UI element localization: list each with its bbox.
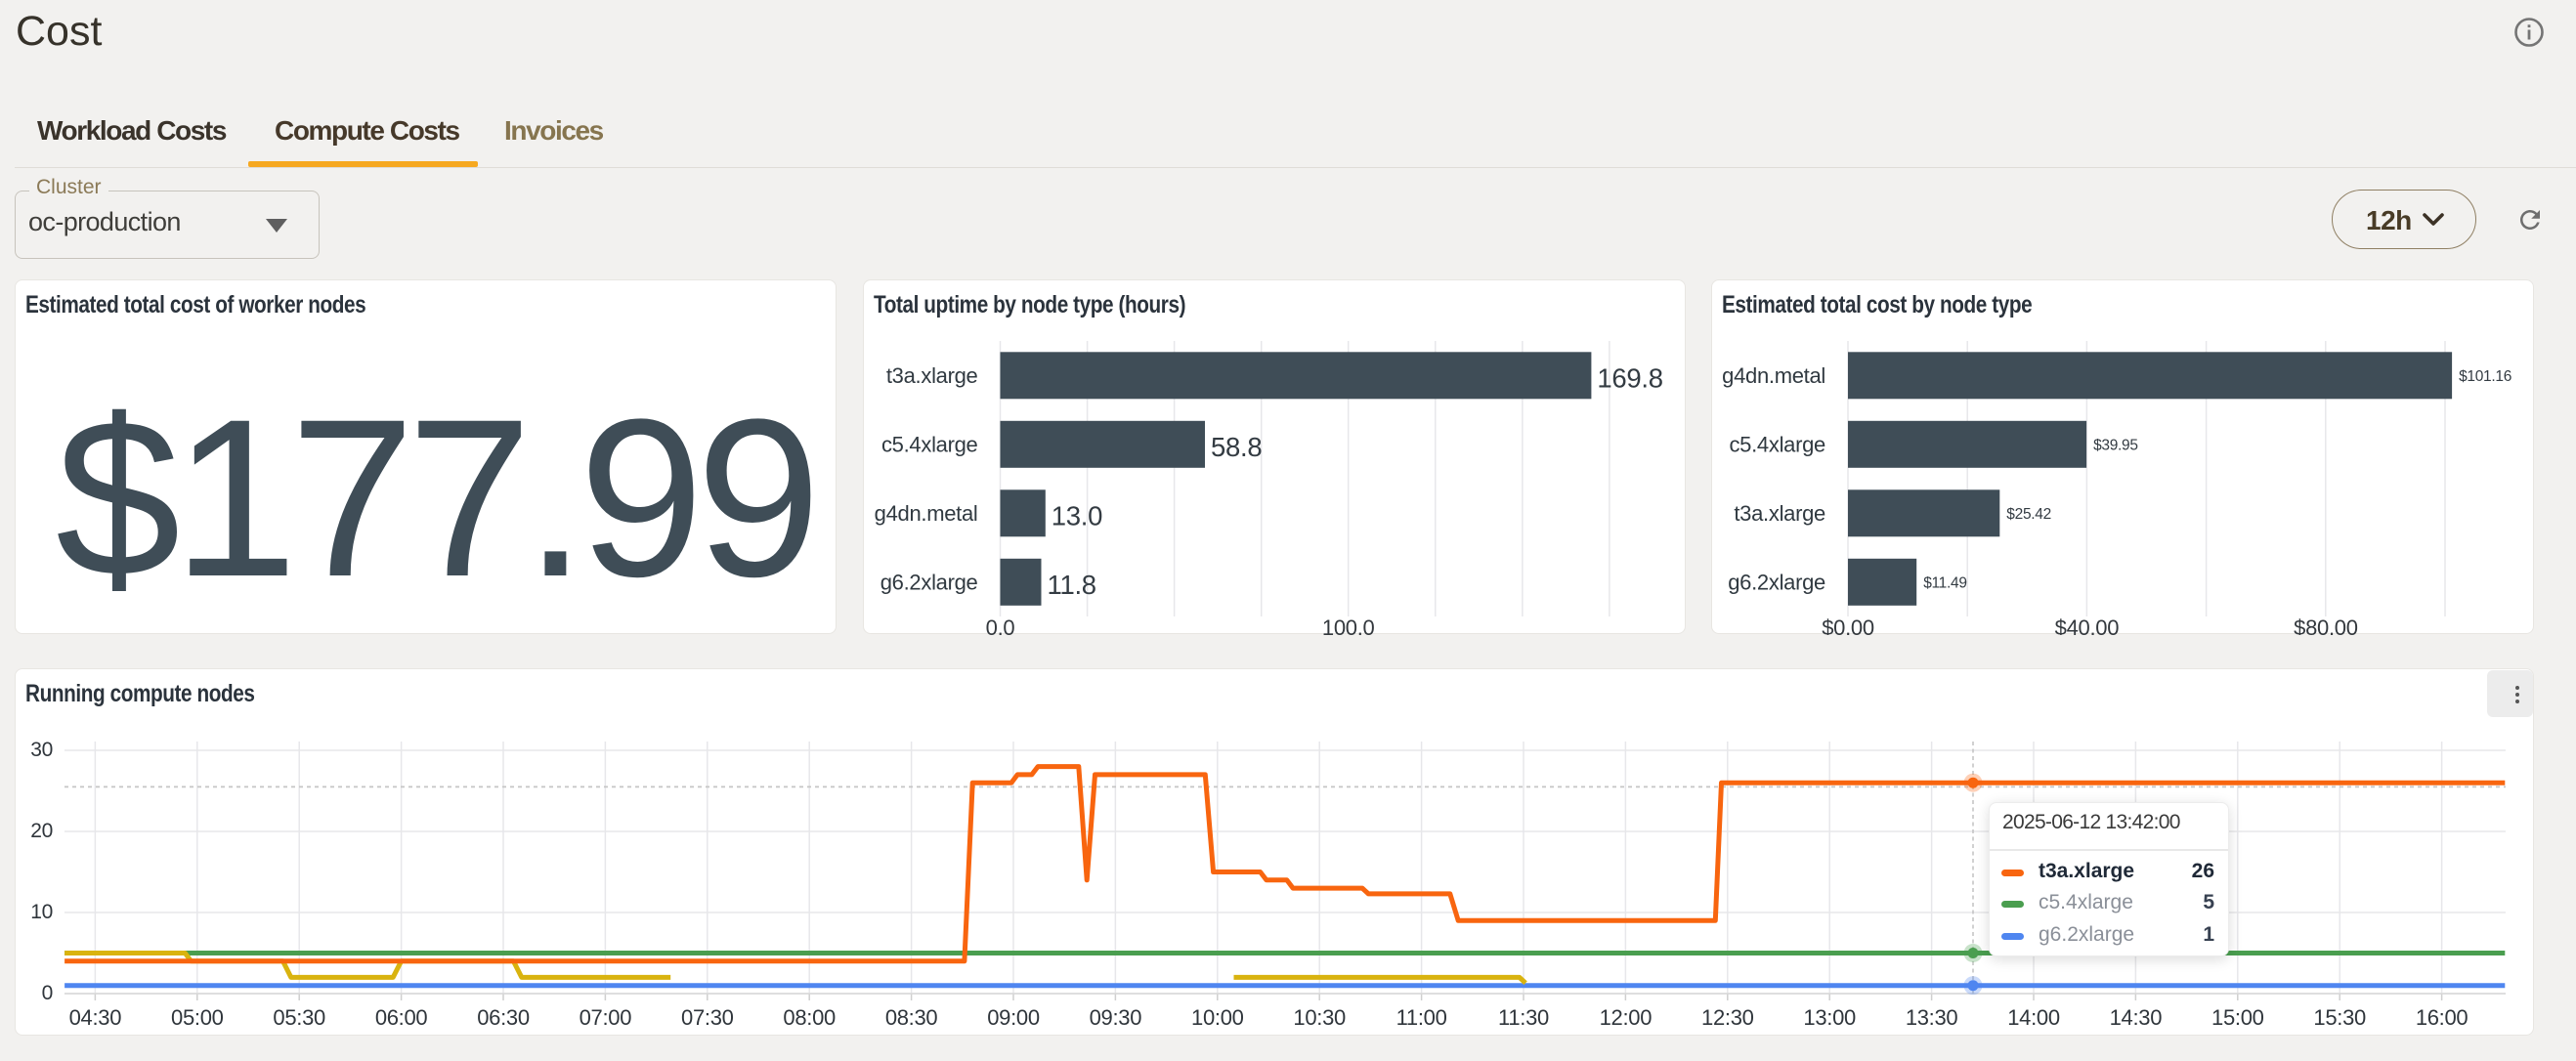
svg-text:08:30: 08:30 xyxy=(885,1005,938,1030)
svg-text:g4dn.metal: g4dn.metal xyxy=(875,501,978,526)
svg-text:30: 30 xyxy=(30,739,53,761)
svg-text:08:00: 08:00 xyxy=(783,1005,836,1030)
svg-text:12:00: 12:00 xyxy=(1600,1005,1653,1030)
svg-text:09:00: 09:00 xyxy=(987,1005,1040,1030)
svg-text:c5.4xlarge: c5.4xlarge xyxy=(881,432,978,456)
svg-text:$39.95: $39.95 xyxy=(2093,438,2138,454)
svg-text:11:00: 11:00 xyxy=(1396,1005,1447,1030)
svg-text:g6.2xlarge: g6.2xlarge xyxy=(880,570,978,594)
svg-text:10:00: 10:00 xyxy=(1191,1005,1244,1030)
svg-text:t3a.xlarge: t3a.xlarge xyxy=(886,363,978,388)
svg-text:15:00: 15:00 xyxy=(2211,1005,2264,1030)
svg-text:$101.16: $101.16 xyxy=(2459,368,2512,385)
svg-text:05:30: 05:30 xyxy=(273,1005,325,1030)
svg-text:$25.42: $25.42 xyxy=(2006,506,2051,523)
svg-text:c5.4xlarge: c5.4xlarge xyxy=(1729,432,1825,456)
svg-text:0: 0 xyxy=(42,982,53,1004)
svg-text:11.8: 11.8 xyxy=(1048,570,1096,600)
svg-text:$0.00: $0.00 xyxy=(1822,615,1874,635)
svg-text:10:30: 10:30 xyxy=(1293,1005,1346,1030)
svg-text:11:30: 11:30 xyxy=(1498,1005,1549,1030)
svg-text:$80.00: $80.00 xyxy=(2294,615,2358,635)
svg-text:09:30: 09:30 xyxy=(1090,1005,1142,1030)
svg-text:13:30: 13:30 xyxy=(1906,1005,1958,1030)
svg-text:12:30: 12:30 xyxy=(1701,1005,1754,1030)
svg-text:100.0: 100.0 xyxy=(1322,615,1375,635)
svg-text:58.8: 58.8 xyxy=(1211,432,1262,462)
svg-text:13.0: 13.0 xyxy=(1052,500,1102,530)
svg-text:20: 20 xyxy=(30,820,53,842)
svg-text:16:00: 16:00 xyxy=(2416,1005,2469,1030)
svg-text:07:30: 07:30 xyxy=(681,1005,734,1030)
svg-text:$11.49: $11.49 xyxy=(1923,575,1966,592)
svg-text:07:00: 07:00 xyxy=(580,1005,632,1030)
svg-text:05:00: 05:00 xyxy=(171,1005,224,1030)
svg-text:0.0: 0.0 xyxy=(986,615,1015,635)
svg-text:$40.00: $40.00 xyxy=(2055,615,2120,635)
svg-text:06:30: 06:30 xyxy=(477,1005,530,1030)
svg-text:g6.2xlarge: g6.2xlarge xyxy=(1728,570,1825,594)
svg-text:14:30: 14:30 xyxy=(2110,1005,2163,1030)
svg-text:04:30: 04:30 xyxy=(69,1005,122,1030)
svg-text:14:00: 14:00 xyxy=(2007,1005,2060,1030)
svg-text:t3a.xlarge: t3a.xlarge xyxy=(1734,501,1825,526)
svg-text:g4dn.metal: g4dn.metal xyxy=(1722,363,1825,388)
svg-text:15:30: 15:30 xyxy=(2313,1005,2366,1030)
svg-text:10: 10 xyxy=(30,901,53,923)
svg-text:169.8: 169.8 xyxy=(1597,362,1662,393)
svg-text:13:00: 13:00 xyxy=(1803,1005,1856,1030)
svg-text:06:00: 06:00 xyxy=(375,1005,428,1030)
